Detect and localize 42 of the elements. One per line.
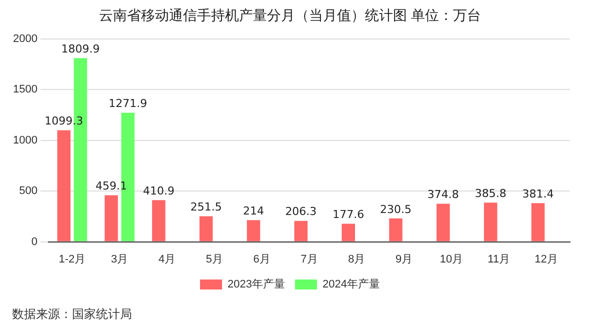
data-label: 381.4 — [522, 187, 554, 200]
y-tick-label: 1500 — [12, 84, 38, 96]
bar — [57, 130, 71, 242]
bar — [342, 224, 355, 242]
data-label: 385.8 — [474, 187, 506, 200]
data-label: 1271.9 — [108, 97, 148, 110]
x-tick-label: 7月 — [300, 253, 318, 266]
bar — [484, 202, 498, 242]
x-tick-label: 8月 — [348, 253, 366, 266]
x-tick-label: 1-2月 — [58, 253, 86, 266]
data-label: 374.8 — [427, 188, 459, 202]
x-tick-label: 11月 — [488, 253, 510, 266]
data-label: 251.5 — [190, 200, 222, 214]
legend-label: 2024年产量 — [322, 278, 380, 291]
x-tick-label: 6月 — [253, 253, 270, 266]
bar — [246, 220, 260, 242]
x-tick-label: 9月 — [395, 253, 413, 266]
bar — [199, 216, 213, 242]
data-label: 177.6 — [332, 208, 364, 222]
data-label: 206.3 — [285, 205, 317, 218]
bar — [152, 200, 166, 242]
y-tick-label: 1000 — [12, 134, 38, 146]
bar — [294, 220, 308, 242]
x-tick-label: 10月 — [440, 253, 464, 266]
x-tick-label: 3月 — [111, 253, 128, 266]
source-note: 数据来源：国家统计局 — [12, 306, 132, 323]
y-tick-label: 500 — [19, 185, 38, 198]
chart-title: 云南省移动通信手持机产量分月（当月值）统计图 单位：万台 — [98, 8, 482, 24]
y-tick-label: 0 — [31, 236, 38, 248]
data-label: 214 — [243, 204, 264, 218]
bar — [531, 203, 545, 242]
x-tick-label: 4月 — [158, 253, 176, 266]
data-label: 230.5 — [380, 202, 412, 216]
legend-label: 2023年产量 — [228, 278, 286, 291]
data-label: 1809.9 — [61, 42, 100, 56]
bar — [104, 195, 118, 242]
x-tick-label: 12月 — [534, 253, 558, 266]
y-tick-label: 2000 — [12, 32, 38, 45]
data-label: 410.9 — [142, 184, 174, 198]
bar — [389, 218, 402, 242]
x-tick-label: 5月 — [206, 253, 223, 266]
bar — [436, 204, 450, 242]
